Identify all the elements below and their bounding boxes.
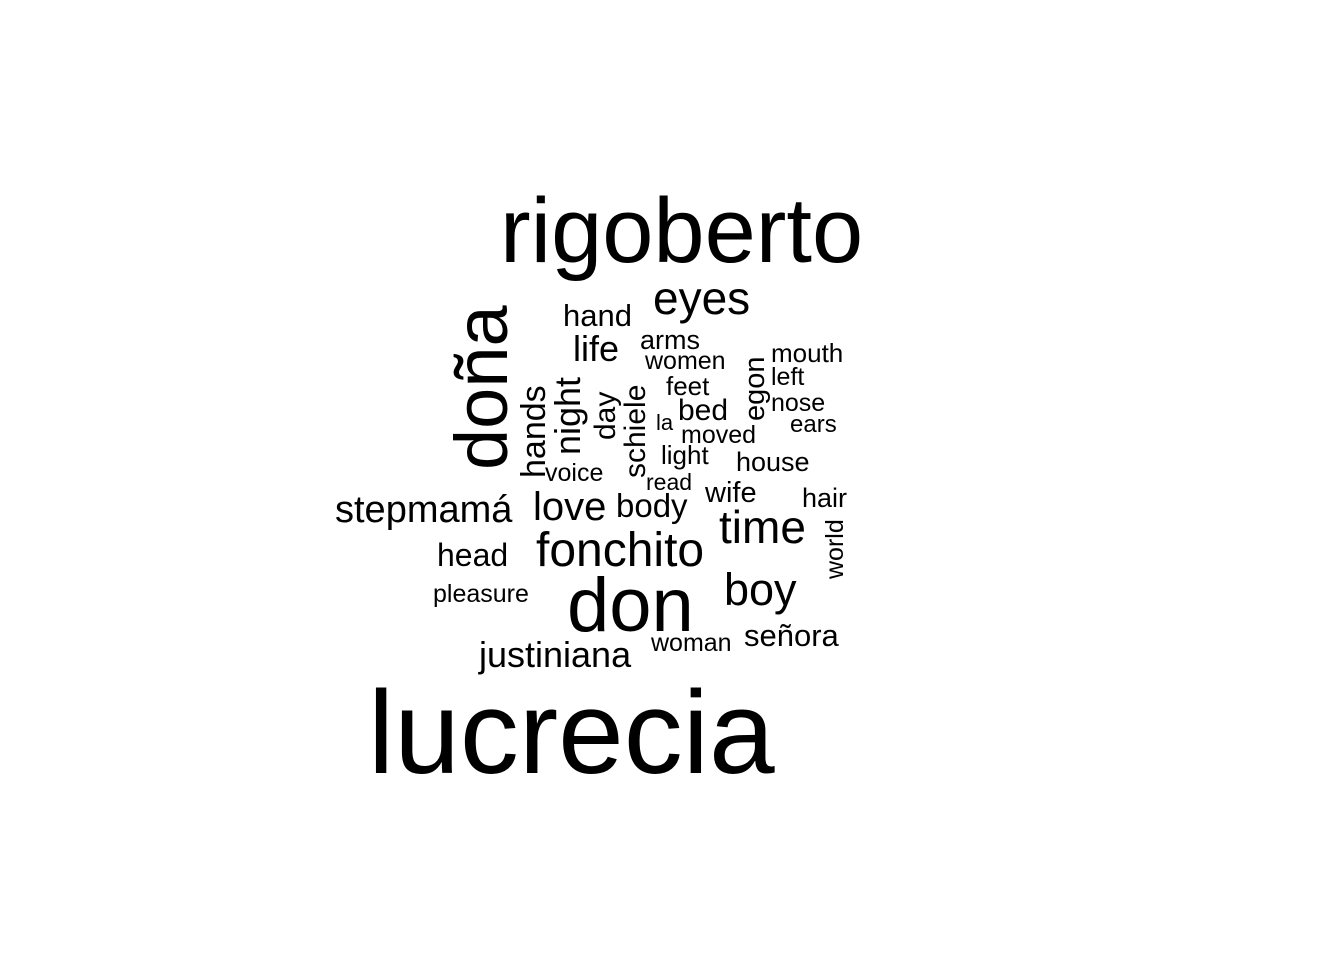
word-day: day xyxy=(589,392,622,440)
word-dona: doña xyxy=(440,305,523,470)
word-bed: bed xyxy=(678,394,728,427)
word-light: light xyxy=(661,440,709,470)
word-head: head xyxy=(437,537,508,573)
word-arms: arms xyxy=(640,325,700,355)
word-voice: voice xyxy=(545,459,603,487)
word-nose: nose xyxy=(771,389,825,417)
word-love: love xyxy=(533,485,606,529)
word-fonchito: fonchito xyxy=(536,524,704,577)
word-rigoberto: rigoberto xyxy=(500,180,863,282)
word-eyes: eyes xyxy=(653,272,750,324)
word-body: body xyxy=(616,487,688,524)
word-wife: wife xyxy=(704,477,757,509)
word-mouth: mouth xyxy=(771,338,843,368)
word-women: women xyxy=(644,347,726,375)
word-senora: señora xyxy=(744,618,840,653)
word-stepmama: stepmamá xyxy=(335,489,513,531)
word-moved: moved xyxy=(681,421,756,449)
word-lucrecia: lucrecia xyxy=(368,667,775,799)
word-read: read xyxy=(646,469,692,495)
word-feet: feet xyxy=(666,371,710,401)
word-boy: boy xyxy=(724,564,797,615)
word-pleasure: pleasure xyxy=(433,580,529,608)
word-schiele: schiele xyxy=(619,385,652,478)
word-justiniana: justiniana xyxy=(478,634,632,675)
word-ears: ears xyxy=(790,411,837,438)
word-time: time xyxy=(719,501,806,553)
word-don: don xyxy=(567,563,694,648)
word-house: house xyxy=(736,447,810,477)
word-night: night xyxy=(547,377,588,455)
word-egon: egon xyxy=(739,356,771,421)
word-life: life xyxy=(573,328,619,369)
word-world: world xyxy=(821,519,849,580)
word-la: la xyxy=(656,410,674,435)
word-hair: hair xyxy=(802,483,847,513)
word-woman: woman xyxy=(650,629,732,657)
word-hand: hand xyxy=(563,298,632,333)
word-hands: hands xyxy=(515,385,553,478)
word-left: left xyxy=(771,363,804,391)
